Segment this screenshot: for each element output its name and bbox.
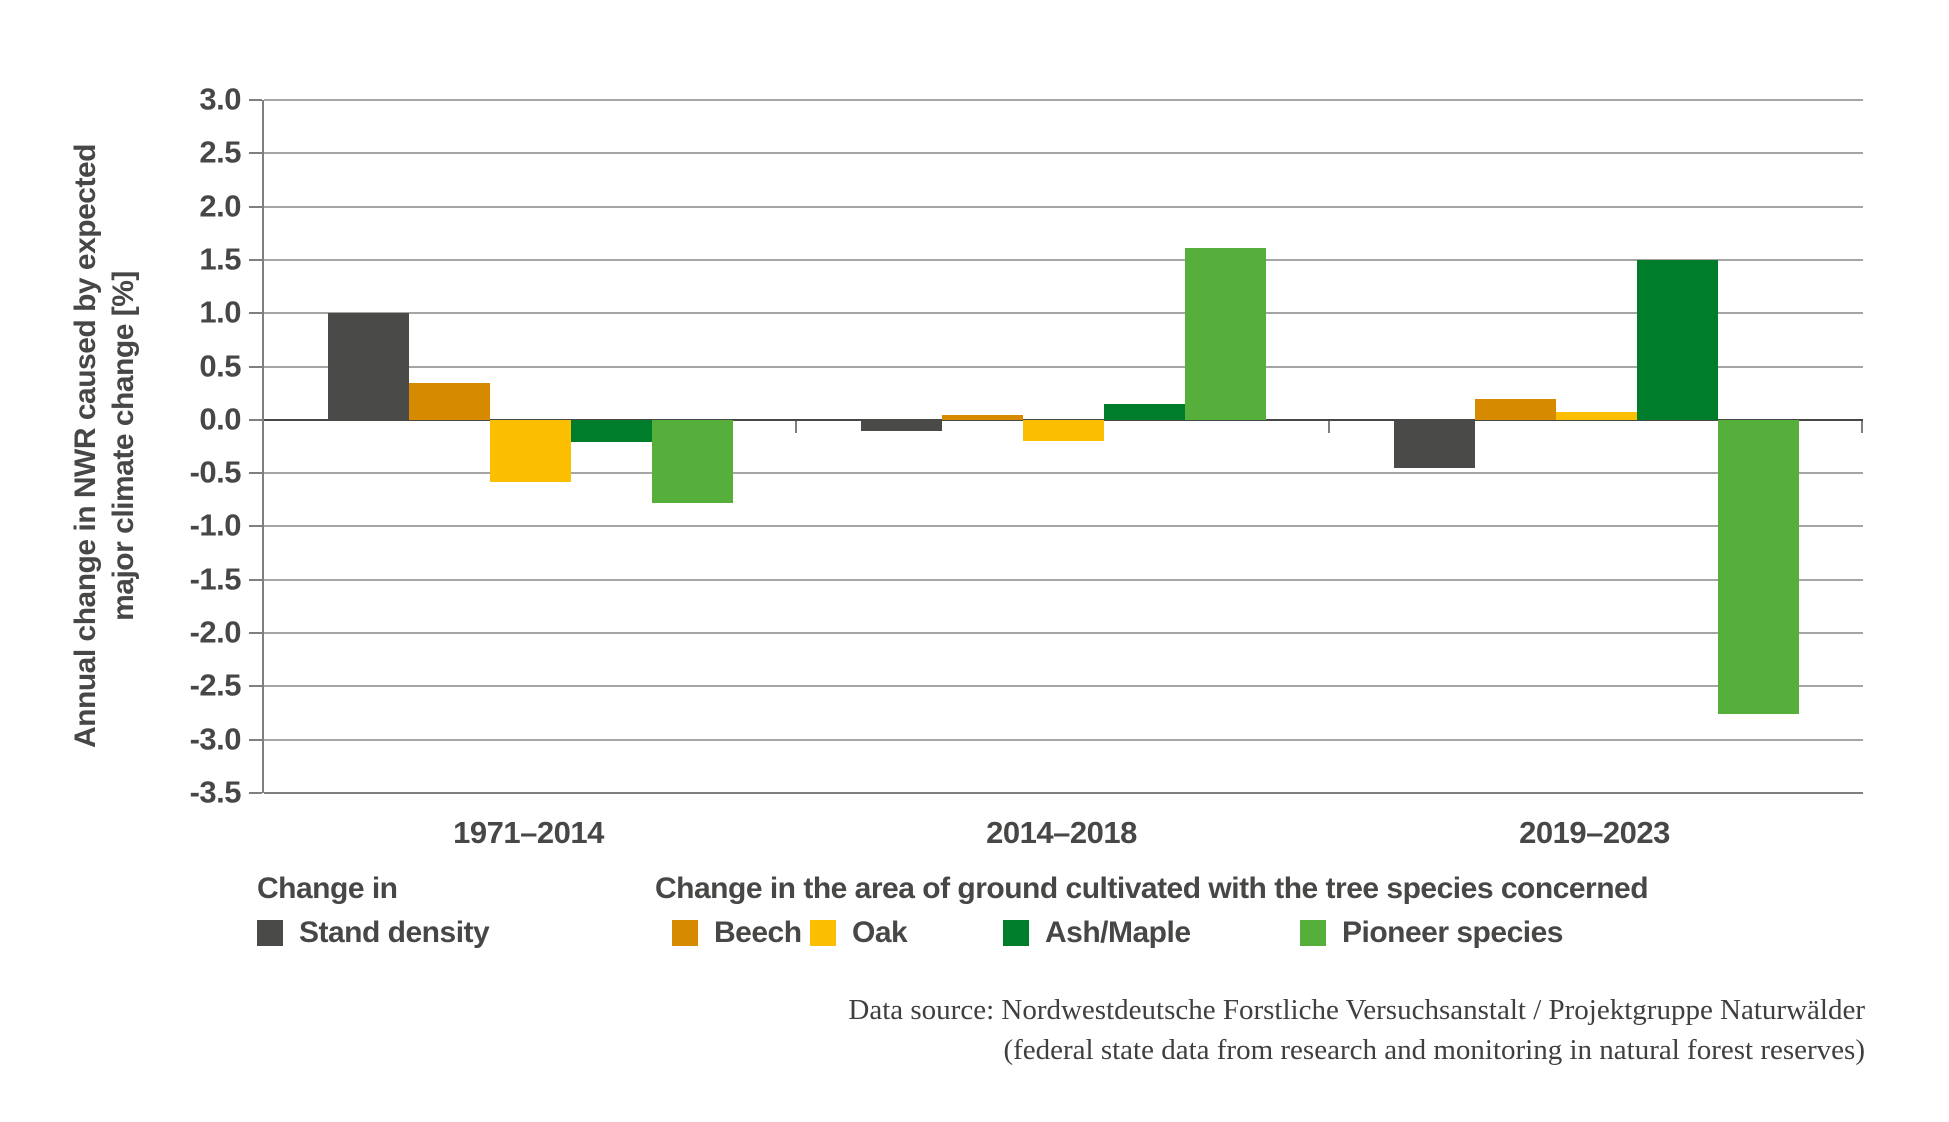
y-tick-mark	[249, 99, 262, 101]
gridline	[264, 525, 1863, 528]
y-tick-label: -1.0	[189, 507, 242, 543]
legend-swatch	[810, 920, 836, 946]
legend-label: Ash/Maple	[1045, 916, 1191, 949]
plot-area	[262, 99, 1863, 794]
legend-swatch	[672, 920, 698, 946]
gridline	[264, 99, 1863, 101]
bar-beech-2019-2023	[1475, 398, 1556, 420]
gridline	[264, 205, 1863, 208]
y-tick-label: 3.0	[199, 81, 241, 117]
y-tick-mark	[249, 365, 262, 368]
y-tick-mark	[249, 632, 262, 635]
legend-item-pioneer-species: Pioneer species	[1300, 916, 1563, 950]
bar-stand-density-2014-2018	[861, 419, 942, 431]
y-tick-mark	[249, 418, 262, 421]
y-tick-mark	[249, 258, 262, 261]
y-tick-label: -2.5	[189, 667, 242, 703]
bar-ash-maple-2014-2018	[1104, 403, 1185, 420]
y-tick-label: 1.0	[199, 294, 241, 330]
x-category-label: 2019–2023	[1519, 815, 1670, 850]
data-source: Data source: Nordwestdeutsche Forstliche…	[848, 990, 1865, 1070]
y-axis-title-line1: Annual change in NWR caused by expected	[69, 144, 102, 748]
x-category-label: 1971–2014	[453, 815, 604, 850]
legend-item-stand-density: Stand density	[257, 916, 490, 950]
legend-swatch	[1003, 920, 1029, 946]
y-tick-mark	[249, 205, 262, 208]
bar-stand-density-2019-2023	[1394, 419, 1475, 468]
y-tick-label: -1.5	[189, 561, 242, 597]
y-tick-label: -3.5	[189, 774, 242, 810]
y-tick-label: -0.5	[189, 454, 242, 490]
gridline	[264, 578, 1863, 581]
bar-beech-2014-2018	[942, 414, 1023, 420]
y-tick-mark	[249, 525, 262, 528]
bar-pioneer-species-2019-2023	[1718, 419, 1799, 715]
y-tick-label: 0.0	[199, 401, 241, 437]
data-source-line1: Data source: Nordwestdeutsche Forstliche…	[848, 994, 1865, 1026]
bar-stand-density-1971-2014	[328, 313, 409, 420]
legend-label: Pioneer species	[1342, 916, 1563, 949]
bar-beech-1971-2014	[409, 382, 490, 420]
data-source-line2: (federal state data from research and mo…	[1003, 1034, 1865, 1066]
y-tick-label: 2.0	[199, 187, 241, 223]
legend-label: Stand density	[299, 916, 490, 949]
y-tick-mark	[249, 472, 262, 475]
legend-item-ash-maple: Ash/Maple	[1003, 916, 1191, 950]
bar-oak-2014-2018	[1023, 419, 1104, 442]
y-tick-label: -3.0	[189, 720, 242, 756]
x-category-label: 2014–2018	[986, 815, 1137, 850]
x-boundary-tick	[1861, 419, 1863, 433]
bar-pioneer-species-2014-2018	[1185, 248, 1266, 420]
gridline	[264, 365, 1863, 368]
legend-item-oak: Oak	[810, 916, 908, 950]
y-tick-mark	[249, 738, 262, 741]
legend-label: Beech	[714, 916, 802, 949]
y-tick-label: 2.5	[199, 134, 241, 170]
y-tick-mark	[249, 312, 262, 315]
bar-ash-maple-2019-2023	[1637, 259, 1718, 420]
y-tick-label: 0.5	[199, 347, 241, 383]
gridline	[264, 312, 1863, 315]
y-tick-mark	[249, 152, 262, 155]
bar-pioneer-species-1971-2014	[652, 419, 733, 503]
x-boundary-tick	[1328, 419, 1330, 433]
legend-label: Oak	[852, 916, 908, 949]
y-tick-mark	[249, 685, 262, 688]
legend-swatch	[257, 920, 283, 946]
y-tick-mark	[249, 578, 262, 581]
gridline	[264, 738, 1863, 741]
bar-oak-1971-2014	[490, 419, 571, 482]
legend-header-species: Change in the area of ground cultivated …	[655, 872, 1649, 905]
gridline	[264, 792, 1863, 794]
gridline	[264, 152, 1863, 155]
gridline	[264, 472, 1863, 475]
bar-ash-maple-1971-2014	[571, 419, 652, 443]
legend-header-stand: Change in	[257, 872, 398, 905]
x-boundary-tick	[795, 419, 797, 433]
y-tick-mark	[249, 792, 262, 794]
gridline	[264, 632, 1863, 635]
gridline	[264, 258, 1863, 261]
gridline	[264, 685, 1863, 688]
legend-swatch	[1300, 920, 1326, 946]
bar-oak-2019-2023	[1556, 412, 1637, 420]
y-tick-label: 1.5	[199, 241, 241, 277]
y-tick-label: -2.0	[189, 614, 242, 650]
legend-item-beech: Beech	[672, 916, 802, 950]
